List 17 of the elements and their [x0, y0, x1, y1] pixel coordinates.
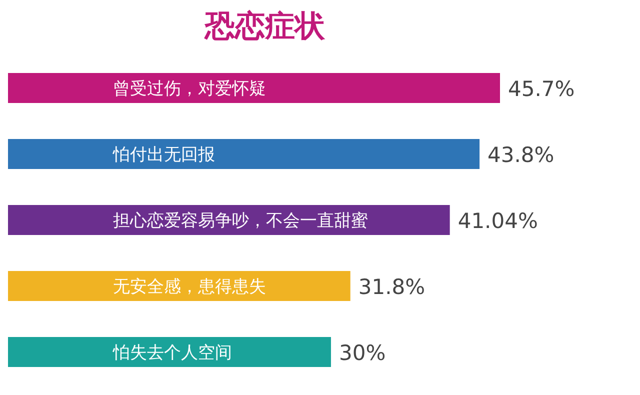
bar: 无安全感，患得患失 31.8% [8, 271, 426, 301]
y-tick-label: 怕失去个人空间 [112, 343, 232, 363]
bar: 怕付出无回报 43.8% [8, 139, 554, 169]
data-label: 43.8% [488, 143, 554, 167]
data-label: 45.7% [508, 77, 575, 101]
data-label: 31.8% [358, 275, 426, 299]
y-tick-label: 曾受过伤，对爱怀疑 [113, 79, 266, 99]
y-tick-label: 担心恋爱容易争吵，不会一直甜蜜 [113, 211, 368, 231]
y-tick-label: 无安全感，患得患失 [113, 277, 266, 297]
chart-title: 恐恋症状 [204, 9, 326, 44]
bar: 担心恋爱容易争吵，不会一直甜蜜 41.04% [8, 205, 538, 235]
data-label: 41.04% [458, 209, 538, 233]
bar [8, 271, 350, 301]
bar: 怕失去个人空间 30% [8, 337, 386, 367]
data-label: 30% [338, 341, 386, 365]
y-tick-label: 怕付出无回报 [112, 145, 215, 165]
bar: 曾受过伤，对爱怀疑 45.7% [8, 73, 575, 103]
